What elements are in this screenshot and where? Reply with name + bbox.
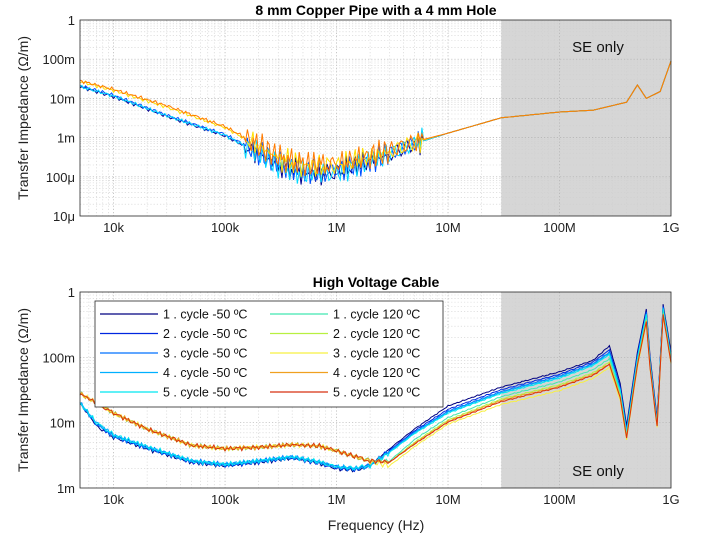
legend: 1 . cycle -50 ºC 2 . cycle -50 ºC 3 . cycl… <box>94 300 444 408</box>
bottom-y-label: Transfer Impedance (Ω/m) <box>15 308 31 472</box>
x-tick-label: 1G <box>662 492 679 507</box>
y-tick-label: 1m <box>57 131 75 146</box>
legend-entry: 3 . cycle 120 ºC <box>333 347 420 361</box>
legend-entry: 2 . cycle -50 ºC <box>163 327 247 341</box>
top-tick-labels: 10k 100k 1M 10M 100M 1G 10μ 100μ 1m 10m 100m 1 <box>42 13 679 235</box>
bottom-x-label: Frequency (Hz) <box>328 517 424 533</box>
y-tick-label: 1m <box>57 481 75 496</box>
legend-entry: 1 . cycle 120 ºC <box>333 308 420 322</box>
x-tick-label: 10M <box>435 220 460 235</box>
x-tick-label: 100M <box>543 220 576 235</box>
legend-entry: 3 . cycle -50 ºC <box>163 347 247 361</box>
legend-entry: 5 . cycle 120 ºC <box>333 386 420 400</box>
bottom-se-only-label: SE only <box>572 463 624 480</box>
top-se-only-region <box>501 20 671 216</box>
x-tick-label: 100k <box>211 220 240 235</box>
y-tick-label: 10μ <box>53 209 75 224</box>
bottom-tick-labels: 10k 100k 1M 10M 100M 1G 1m 10m 100m 1 <box>42 285 679 507</box>
series-line <box>79 313 672 463</box>
series-line <box>79 314 672 465</box>
top-y-label: Transfer Impedance (Ω/m) <box>15 36 31 200</box>
legend-entry: 5 . cycle -50 ºC <box>163 386 247 400</box>
x-tick-label: 1M <box>328 492 346 507</box>
top-title: 8 mm Copper Pipe with a 4 mm Hole <box>255 2 496 18</box>
x-tick-label: 10k <box>103 220 124 235</box>
x-tick-label: 1G <box>662 220 679 235</box>
y-tick-label: 100m <box>42 52 75 67</box>
series-line <box>79 60 672 177</box>
x-tick-label: 10k <box>103 492 124 507</box>
x-tick-label: 1M <box>328 220 346 235</box>
top-series <box>79 60 672 186</box>
bottom-axes-box <box>79 291 672 489</box>
y-tick-label: 1 <box>68 13 75 28</box>
top-axes-box <box>79 19 672 217</box>
top-plot: 10k 100k 1M 10M 100M 1G 10μ 100μ 1m 10m 100m 1 8 mm… <box>15 2 680 235</box>
y-tick-label: 1 <box>68 285 75 300</box>
legend-entry: 4 . cycle 120 ºC <box>333 366 420 380</box>
bottom-title: High Voltage Cable <box>313 274 440 290</box>
legend-entry: 1 . cycle -50 ºC <box>163 308 247 322</box>
y-tick-label: 10m <box>50 91 75 106</box>
y-tick-label: 100m <box>42 350 75 365</box>
x-tick-label: 100M <box>543 492 576 507</box>
top-grid <box>80 20 671 216</box>
bottom-plot: 10k 100k 1M 10M 100M 1G 1m 10m 100m 1 High Voltag… <box>15 274 680 533</box>
top-se-only-label: SE only <box>572 39 624 56</box>
bottom-series <box>79 304 672 473</box>
x-tick-label: 10M <box>435 492 460 507</box>
legend-entry: 2 . cycle 120 ºC <box>333 327 420 341</box>
y-tick-label: 100μ <box>46 170 75 185</box>
legend-entry: 4 . cycle -50 ºC <box>163 366 247 380</box>
y-tick-label: 10m <box>50 416 75 431</box>
legend-box <box>94 300 444 408</box>
x-tick-label: 100k <box>211 492 240 507</box>
